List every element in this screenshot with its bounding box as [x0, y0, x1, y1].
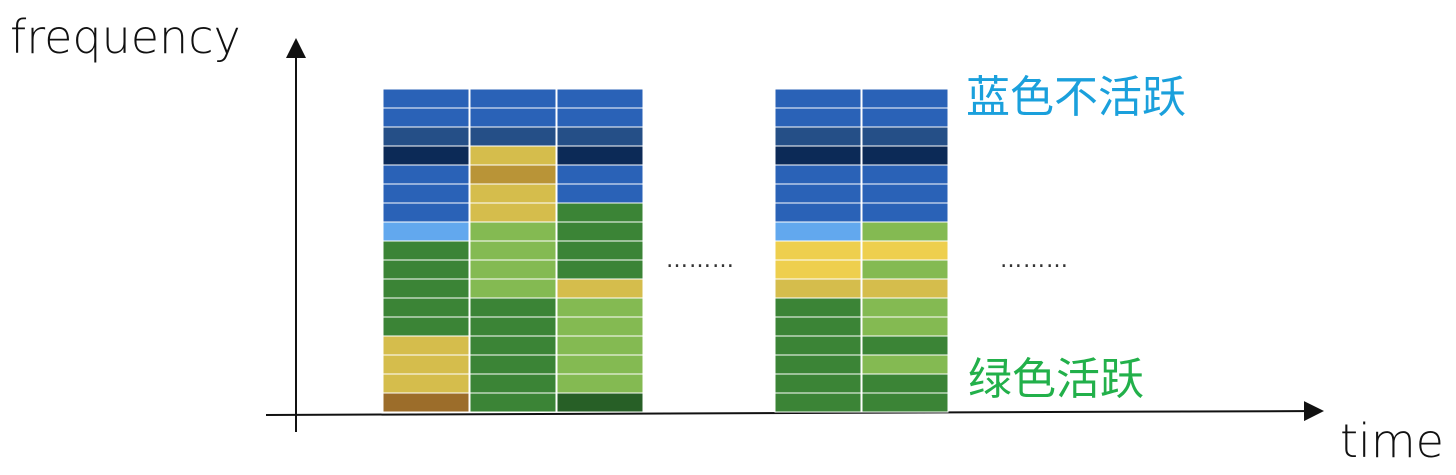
- freq-cell-green: [469, 335, 557, 356]
- freq-cell-green: [556, 202, 644, 223]
- freq-cell-navy: [556, 145, 644, 166]
- freq-cell-blue: [861, 88, 949, 109]
- freq-cell-blue: [774, 164, 862, 185]
- freq-cell-blue: [469, 88, 557, 109]
- freq-cell-yellow: [861, 278, 949, 299]
- freq-cell-green: [382, 240, 470, 261]
- freq-cell-blue: [382, 202, 470, 223]
- freq-cell-blue: [774, 107, 862, 128]
- freq-cell-darkblue: [556, 126, 644, 147]
- freq-cell-darkblue: [774, 126, 862, 147]
- freq-cell-lightgreen: [469, 240, 557, 261]
- freq-cell-yellow: [382, 373, 470, 394]
- freq-cell-blue: [382, 164, 470, 185]
- freq-cell-blue: [556, 107, 644, 128]
- freq-cell-blue: [556, 183, 644, 204]
- freq-cell-yellow: [556, 278, 644, 299]
- freq-cell-green: [774, 354, 862, 375]
- freq-cell-green: [774, 392, 862, 413]
- freq-cell-green: [382, 297, 470, 318]
- freq-cell-lightgreen: [861, 354, 949, 375]
- legend-active-green: 绿色活跃: [968, 354, 1144, 405]
- freq-cell-lightgreen: [556, 354, 644, 375]
- freq-cell-blue: [556, 164, 644, 185]
- freq-cell-blue: [861, 202, 949, 223]
- x-axis-label: time: [1340, 414, 1444, 468]
- freq-cell-lightgreen: [861, 316, 949, 337]
- freq-cell-lightgreen: [861, 259, 949, 280]
- freq-cell-blue: [382, 88, 470, 109]
- freq-cell-goldbrown: [469, 164, 557, 185]
- freq-cell-green: [774, 316, 862, 337]
- y-axis-label: frequency: [10, 10, 241, 64]
- freq-cell-blue: [469, 107, 557, 128]
- freq-cell-yellow: [382, 354, 470, 375]
- freq-cell-green: [382, 259, 470, 280]
- freq-cell-lightgreen: [556, 297, 644, 318]
- freq-cell-lightgreen: [469, 221, 557, 242]
- freq-cell-yellow: [774, 278, 862, 299]
- freq-cell-green: [861, 335, 949, 356]
- freq-cell-lightgreen: [556, 373, 644, 394]
- freq-cell-lightgreen: [861, 221, 949, 242]
- freq-cell-green: [556, 259, 644, 280]
- freq-cell-green: [774, 297, 862, 318]
- x-axis: [265, 401, 1324, 422]
- freq-cell-darkgreen: [556, 392, 644, 413]
- freq-cell-blue: [774, 183, 862, 204]
- freq-cell-lightgreen: [469, 259, 557, 280]
- freq-cell-blue: [556, 88, 644, 109]
- frequency-columns: [382, 88, 949, 413]
- freq-cell-green: [774, 335, 862, 356]
- freq-cell-navy: [861, 145, 949, 166]
- freq-cell-green: [861, 373, 949, 394]
- freq-cell-brightyellow: [774, 259, 862, 280]
- freq-cell-navy: [774, 145, 862, 166]
- freq-cell-brightyellow: [861, 240, 949, 261]
- freq-cell-yellow: [469, 183, 557, 204]
- freq-cell-lightblue: [382, 221, 470, 242]
- freq-cell-yellow: [382, 335, 470, 356]
- legend-inactive-blue: 蓝色不活跃: [966, 72, 1186, 123]
- freq-cell-lightgreen: [556, 316, 644, 337]
- freq-cell-blue: [382, 107, 470, 128]
- freq-cell-green: [382, 278, 470, 299]
- freq-cell-darkblue: [469, 126, 557, 147]
- freq-cell-brown: [382, 392, 470, 413]
- freq-cell-green: [774, 373, 862, 394]
- freq-cell-brightyellow: [774, 240, 862, 261]
- freq-cell-green: [556, 221, 644, 242]
- freq-cell-green: [861, 392, 949, 413]
- freq-cell-lightgreen: [469, 278, 557, 299]
- freq-cell-lightblue: [774, 221, 862, 242]
- freq-cell-green: [469, 316, 557, 337]
- freq-cell-green: [469, 392, 557, 413]
- ellipsis-after-columns: ………: [1000, 248, 1069, 273]
- freq-cell-blue: [861, 107, 949, 128]
- freq-cell-navy: [382, 145, 470, 166]
- freq-cell-darkblue: [382, 126, 470, 147]
- freq-cell-yellow: [469, 145, 557, 166]
- freq-cell-darkblue: [861, 126, 949, 147]
- freq-cell-lightgreen: [861, 297, 949, 318]
- freq-cell-blue: [774, 88, 862, 109]
- freq-cell-green: [469, 354, 557, 375]
- freq-cell-green: [382, 316, 470, 337]
- freq-cell-green: [469, 373, 557, 394]
- freq-cell-blue: [861, 183, 949, 204]
- freq-cell-yellow: [469, 202, 557, 223]
- freq-cell-blue: [774, 202, 862, 223]
- freq-cell-green: [556, 240, 644, 261]
- freq-cell-green: [469, 297, 557, 318]
- freq-cell-lightgreen: [556, 335, 644, 356]
- freq-cell-blue: [382, 183, 470, 204]
- freq-cell-blue: [861, 164, 949, 185]
- ellipsis-between-columns: ………: [666, 248, 735, 273]
